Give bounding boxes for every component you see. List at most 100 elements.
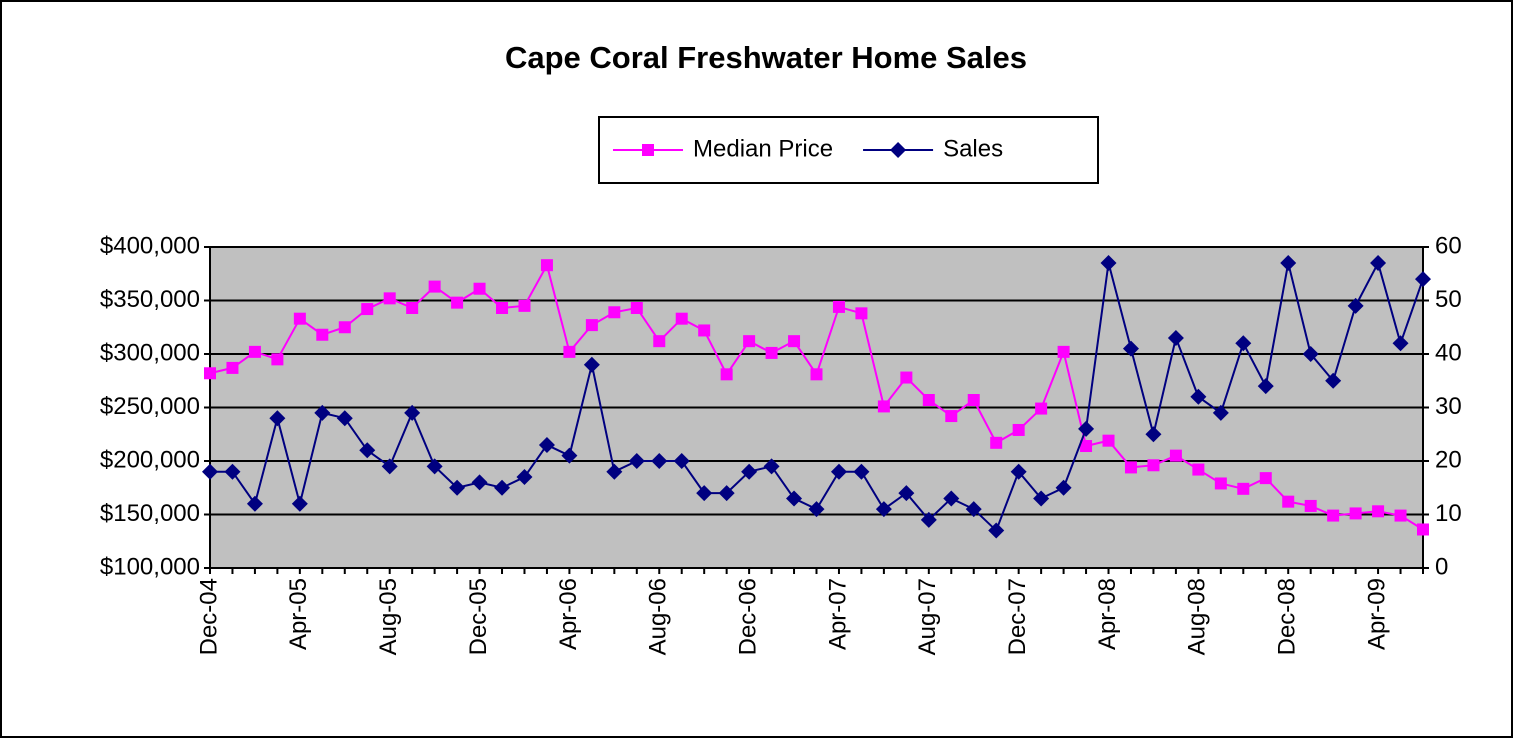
marker [1417, 523, 1429, 536]
marker [1259, 472, 1272, 485]
y2-tick-label: 20 [1435, 446, 1462, 473]
marker [675, 312, 688, 325]
y2-tick-label: 40 [1435, 339, 1462, 366]
marker [832, 300, 845, 313]
marker [1145, 426, 1162, 443]
marker [765, 346, 778, 359]
marker [741, 463, 758, 480]
y-tick-label: $350,000 [100, 286, 200, 313]
marker [642, 144, 654, 156]
marker [877, 400, 890, 413]
marker [293, 312, 306, 325]
marker [291, 495, 308, 512]
marker [406, 301, 419, 314]
marker [451, 296, 464, 309]
marker [1212, 404, 1229, 421]
marker [890, 142, 907, 158]
x-tick-label: Apr-07 [824, 578, 851, 650]
marker [361, 303, 374, 316]
marker [606, 463, 623, 480]
x-tick-label: Aug-05 [375, 578, 402, 655]
x-tick-label: Dec-07 [1004, 578, 1031, 655]
marker [1100, 255, 1117, 272]
marker [1394, 509, 1407, 522]
marker [428, 280, 441, 293]
marker [1033, 490, 1050, 507]
marker [583, 356, 600, 373]
marker [853, 463, 870, 480]
marker [1080, 440, 1093, 453]
marker [900, 371, 913, 384]
marker [224, 463, 241, 480]
marker [1169, 449, 1182, 462]
marker [1192, 463, 1205, 476]
marker [1327, 509, 1340, 522]
marker [1415, 271, 1431, 288]
marker [561, 447, 578, 464]
marker [1012, 423, 1025, 436]
marker [1349, 507, 1362, 520]
marker [359, 442, 376, 459]
y-tick-label: $200,000 [100, 446, 200, 473]
marker [967, 394, 980, 407]
y-tick-label: $250,000 [100, 393, 200, 420]
x-tick-label: Aug-07 [914, 578, 941, 655]
marker [246, 495, 263, 512]
marker [1347, 297, 1364, 314]
marker [786, 490, 803, 507]
marker [426, 458, 443, 475]
marker [628, 453, 645, 469]
marker [516, 469, 533, 486]
legend-label: Sales [943, 135, 1003, 162]
marker [540, 259, 553, 272]
y-tick-label: $100,000 [100, 553, 200, 580]
marker [608, 306, 621, 319]
marker [1147, 459, 1160, 472]
x-tick-label: Dec-06 [734, 578, 761, 655]
marker [943, 490, 960, 507]
marker [1057, 345, 1070, 358]
marker [204, 367, 216, 380]
marker [743, 335, 756, 348]
marker [473, 282, 486, 295]
x-tick-label: Aug-08 [1184, 578, 1211, 655]
marker [1304, 499, 1317, 512]
marker [449, 479, 466, 496]
marker [1257, 378, 1274, 395]
x-tick-label: Apr-08 [1094, 578, 1121, 650]
marker [316, 328, 329, 341]
marker [202, 463, 218, 480]
marker [1280, 255, 1297, 272]
marker [381, 458, 398, 475]
y2-tick-label: 0 [1435, 553, 1448, 580]
marker [1392, 335, 1409, 352]
y2-tick-label: 30 [1435, 393, 1462, 420]
x-tick-label: Dec-08 [1274, 578, 1301, 655]
marker [1214, 477, 1227, 490]
marker [336, 410, 353, 427]
marker [269, 410, 286, 427]
marker [271, 353, 284, 366]
marker [496, 301, 509, 314]
marker [830, 463, 847, 480]
marker [338, 321, 351, 334]
marker [718, 485, 735, 502]
marker [1055, 479, 1072, 496]
marker [855, 307, 868, 320]
chart-title: Cape Coral Freshwater Home Sales [505, 40, 1027, 75]
marker [563, 345, 576, 358]
marker [226, 361, 239, 374]
y2-tick-label: 60 [1435, 232, 1462, 259]
marker [1190, 388, 1207, 405]
marker [875, 501, 892, 518]
y-tick-label: $400,000 [100, 232, 200, 259]
marker [965, 501, 982, 518]
y-tick-label: $150,000 [100, 500, 200, 527]
marker [810, 368, 823, 381]
marker [673, 453, 690, 469]
marker [248, 345, 261, 358]
marker [383, 292, 396, 305]
marker [1035, 402, 1048, 415]
marker [1102, 434, 1115, 447]
